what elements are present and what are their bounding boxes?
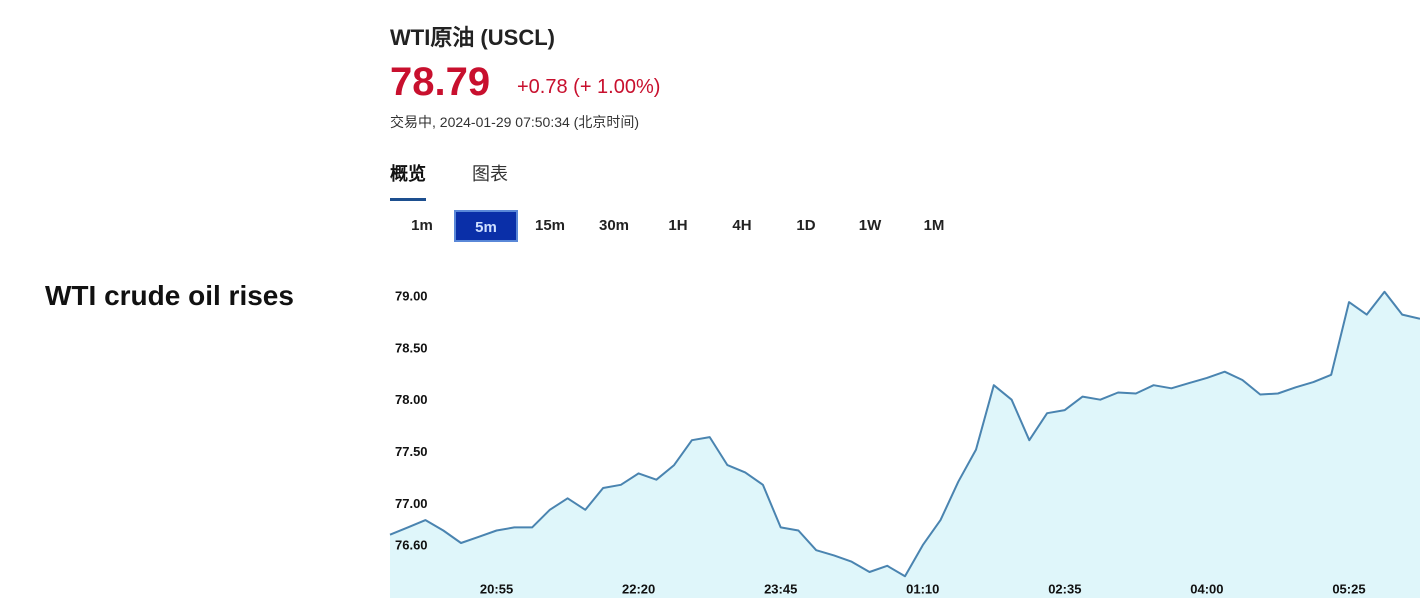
interval-button[interactable]: 15m (534, 217, 566, 234)
x-tick-label: 02:35 (1048, 581, 1081, 596)
x-tick-label: 05:25 (1332, 581, 1365, 596)
area (390, 291, 1420, 598)
tabs: 概览 图表 (390, 160, 508, 201)
x-tick-label: 23:45 (764, 581, 797, 596)
status: 交易中, 2024-01-29 07:50:34 (北京时间) (390, 114, 639, 130)
interval-button[interactable]: 1D (796, 217, 816, 234)
price: 78.79 (390, 60, 491, 104)
tab[interactable]: 图表 (472, 164, 508, 184)
x-tick-label: 04:00 (1190, 581, 1223, 596)
interval-button[interactable]: 1m (411, 217, 433, 234)
title: WTI原油 (USCL) (390, 25, 555, 50)
line (389, 290, 1420, 578)
y-tick-label: 77.50 (395, 444, 428, 459)
interval-button[interactable]: 30m (598, 217, 630, 234)
x-tick-label: 20:55 (480, 581, 513, 596)
y-tick-label: 79.00 (395, 288, 428, 303)
interval-button[interactable]: 5m (454, 210, 518, 242)
y-tick-label: 77.00 (395, 496, 428, 511)
interval-button[interactable]: 1H (668, 217, 688, 234)
x-tick-label: 22:20 (622, 581, 655, 596)
y-tick-label: 78.50 (395, 340, 428, 355)
intervals: 1m 5m 15m 30m 1H 4H 1D 1W 1M (390, 210, 966, 242)
y-tick-label: 78.00 (395, 392, 428, 407)
interval-button[interactable]: 4H (732, 217, 752, 234)
x-tick-label: 01:10 (906, 581, 939, 596)
interval-button[interactable]: 1W (858, 217, 882, 234)
interval-button[interactable]: 1M (923, 217, 945, 234)
y-tick-label: 76.60 (395, 538, 428, 553)
tab[interactable]: 概览 (390, 160, 426, 201)
caption: WTI crude oil rises (45, 280, 294, 311)
change: +0.78 (+ 1.00%) (517, 76, 661, 98)
